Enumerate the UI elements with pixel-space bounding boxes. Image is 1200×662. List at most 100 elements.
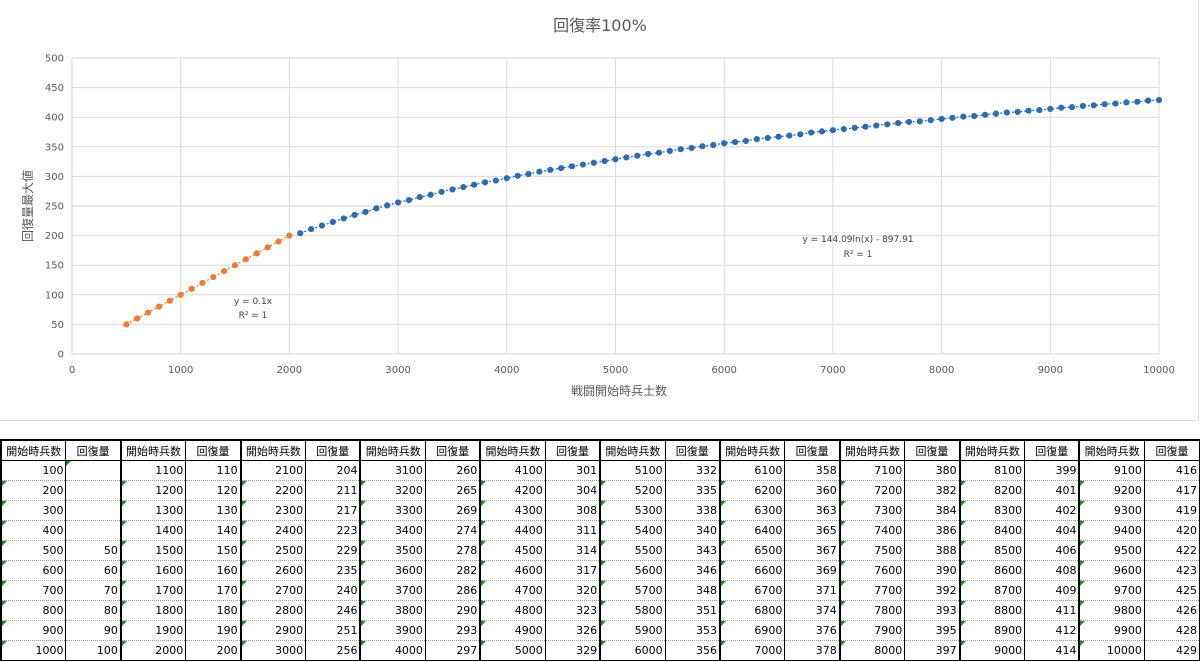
cell-start-count[interactable]: 1700 [119, 580, 187, 601]
cell-recovery[interactable]: 304 [545, 480, 601, 501]
cell-start-count[interactable]: 2400 [239, 520, 307, 541]
cell-start-count[interactable]: 8700 [958, 580, 1026, 601]
cell-recovery[interactable]: 414 [1024, 640, 1080, 661]
cell-recovery[interactable]: 390 [904, 560, 961, 581]
cell-start-count[interactable]: 2600 [239, 560, 307, 581]
cell-recovery[interactable]: 429 [1144, 640, 1200, 661]
cell-recovery[interactable]: 314 [545, 540, 601, 561]
cell-start-count[interactable]: 6500 [718, 540, 786, 561]
cell-recovery[interactable]: 265 [425, 480, 481, 501]
cell-recovery[interactable]: 393 [904, 600, 961, 621]
cell-recovery[interactable]: 297 [425, 640, 481, 661]
cell-start-count[interactable]: 8400 [958, 520, 1026, 541]
cell-recovery[interactable]: 365 [784, 520, 841, 541]
cell-start-count[interactable]: 1400 [119, 520, 187, 541]
cell-recovery[interactable]: 308 [545, 500, 601, 521]
cell-recovery[interactable]: 348 [665, 580, 721, 601]
cell-recovery[interactable]: 170 [185, 580, 242, 601]
cell-recovery[interactable]: 326 [545, 620, 601, 641]
cell-recovery[interactable]: 428 [1144, 620, 1200, 641]
cell-recovery[interactable]: 402 [1024, 500, 1080, 521]
cell-recovery[interactable]: 417 [1144, 480, 1200, 501]
cell-recovery[interactable]: 140 [185, 520, 242, 541]
cell-start-count[interactable]: 500 [0, 540, 67, 561]
cell-start-count[interactable]: 4300 [479, 500, 546, 521]
cell-recovery[interactable]: 419 [1144, 500, 1200, 521]
cell-recovery[interactable] [65, 480, 122, 501]
cell-start-count[interactable]: 10000 [1078, 640, 1145, 661]
cell-start-count[interactable]: 2000 [119, 640, 187, 661]
cell-start-count[interactable]: 9200 [1078, 480, 1145, 501]
cell-recovery[interactable]: 423 [1144, 560, 1200, 581]
cell-start-count[interactable]: 1100 [119, 460, 187, 481]
cell-start-count[interactable]: 3700 [359, 580, 426, 601]
cell-start-count[interactable]: 200 [0, 480, 67, 501]
cell-recovery[interactable]: 290 [425, 600, 481, 621]
cell-recovery[interactable]: 229 [305, 540, 361, 561]
cell-start-count[interactable]: 2900 [239, 620, 307, 641]
cell-start-count[interactable]: 7900 [838, 620, 906, 641]
cell-recovery[interactable]: 353 [665, 620, 721, 641]
cell-start-count[interactable]: 4600 [479, 560, 546, 581]
cell-recovery[interactable]: 409 [1024, 580, 1080, 601]
cell-recovery[interactable]: 256 [305, 640, 361, 661]
cell-recovery[interactable]: 190 [185, 620, 242, 641]
cell-start-count[interactable]: 6700 [718, 580, 786, 601]
cell-start-count[interactable]: 800 [0, 600, 67, 621]
cell-recovery[interactable]: 420 [1144, 520, 1200, 541]
cell-start-count[interactable]: 5200 [599, 480, 666, 501]
cell-start-count[interactable]: 600 [0, 560, 67, 581]
cell-start-count[interactable]: 6900 [718, 620, 786, 641]
cell-recovery[interactable]: 378 [784, 640, 841, 661]
cell-recovery[interactable]: 90 [65, 620, 122, 641]
cell-recovery[interactable]: 367 [784, 540, 841, 561]
cell-start-count[interactable]: 3900 [359, 620, 426, 641]
cell-start-count[interactable]: 5800 [599, 600, 666, 621]
cell-recovery[interactable]: 332 [665, 460, 721, 481]
cell-recovery[interactable]: 50 [65, 540, 122, 561]
cell-recovery[interactable]: 340 [665, 520, 721, 541]
cell-start-count[interactable]: 400 [0, 520, 67, 541]
cell-start-count[interactable]: 9800 [1078, 600, 1145, 621]
cell-start-count[interactable]: 9600 [1078, 560, 1145, 581]
cell-start-count[interactable]: 5500 [599, 540, 666, 561]
cell-start-count[interactable]: 1300 [119, 500, 187, 521]
cell-recovery[interactable]: 211 [305, 480, 361, 501]
cell-start-count[interactable]: 7500 [838, 540, 906, 561]
cell-start-count[interactable]: 5000 [479, 640, 546, 661]
cell-start-count[interactable]: 1200 [119, 480, 187, 501]
cell-recovery[interactable]: 388 [904, 540, 961, 561]
cell-start-count[interactable]: 6400 [718, 520, 786, 541]
cell-start-count[interactable]: 6200 [718, 480, 786, 501]
cell-start-count[interactable]: 5100 [599, 460, 666, 481]
cell-start-count[interactable]: 4400 [479, 520, 546, 541]
cell-recovery[interactable]: 246 [305, 600, 361, 621]
cell-start-count[interactable]: 100 [0, 460, 67, 481]
cell-recovery[interactable]: 371 [784, 580, 841, 601]
cell-recovery[interactable] [65, 520, 122, 541]
cell-start-count[interactable]: 9400 [1078, 520, 1145, 541]
cell-recovery[interactable]: 363 [784, 500, 841, 521]
cell-start-count[interactable]: 5300 [599, 500, 666, 521]
cell-recovery[interactable]: 120 [185, 480, 242, 501]
cell-start-count[interactable]: 6300 [718, 500, 786, 521]
cell-recovery[interactable]: 406 [1024, 540, 1080, 561]
cell-start-count[interactable]: 5600 [599, 560, 666, 581]
cell-recovery[interactable]: 260 [425, 460, 481, 481]
cell-recovery[interactable] [65, 460, 122, 481]
cell-start-count[interactable]: 4000 [359, 640, 426, 661]
cell-start-count[interactable]: 6000 [599, 640, 666, 661]
cell-recovery[interactable]: 392 [904, 580, 961, 601]
cell-start-count[interactable]: 8000 [838, 640, 906, 661]
cell-recovery[interactable]: 311 [545, 520, 601, 541]
cell-start-count[interactable]: 7700 [838, 580, 906, 601]
cell-recovery[interactable]: 351 [665, 600, 721, 621]
cell-start-count[interactable]: 2700 [239, 580, 307, 601]
cell-recovery[interactable]: 286 [425, 580, 481, 601]
cell-start-count[interactable]: 1500 [119, 540, 187, 561]
cell-start-count[interactable]: 8500 [958, 540, 1026, 561]
cell-start-count[interactable]: 3300 [359, 500, 426, 521]
cell-start-count[interactable]: 9500 [1078, 540, 1145, 561]
cell-start-count[interactable]: 2800 [239, 600, 307, 621]
cell-recovery[interactable]: 180 [185, 600, 242, 621]
